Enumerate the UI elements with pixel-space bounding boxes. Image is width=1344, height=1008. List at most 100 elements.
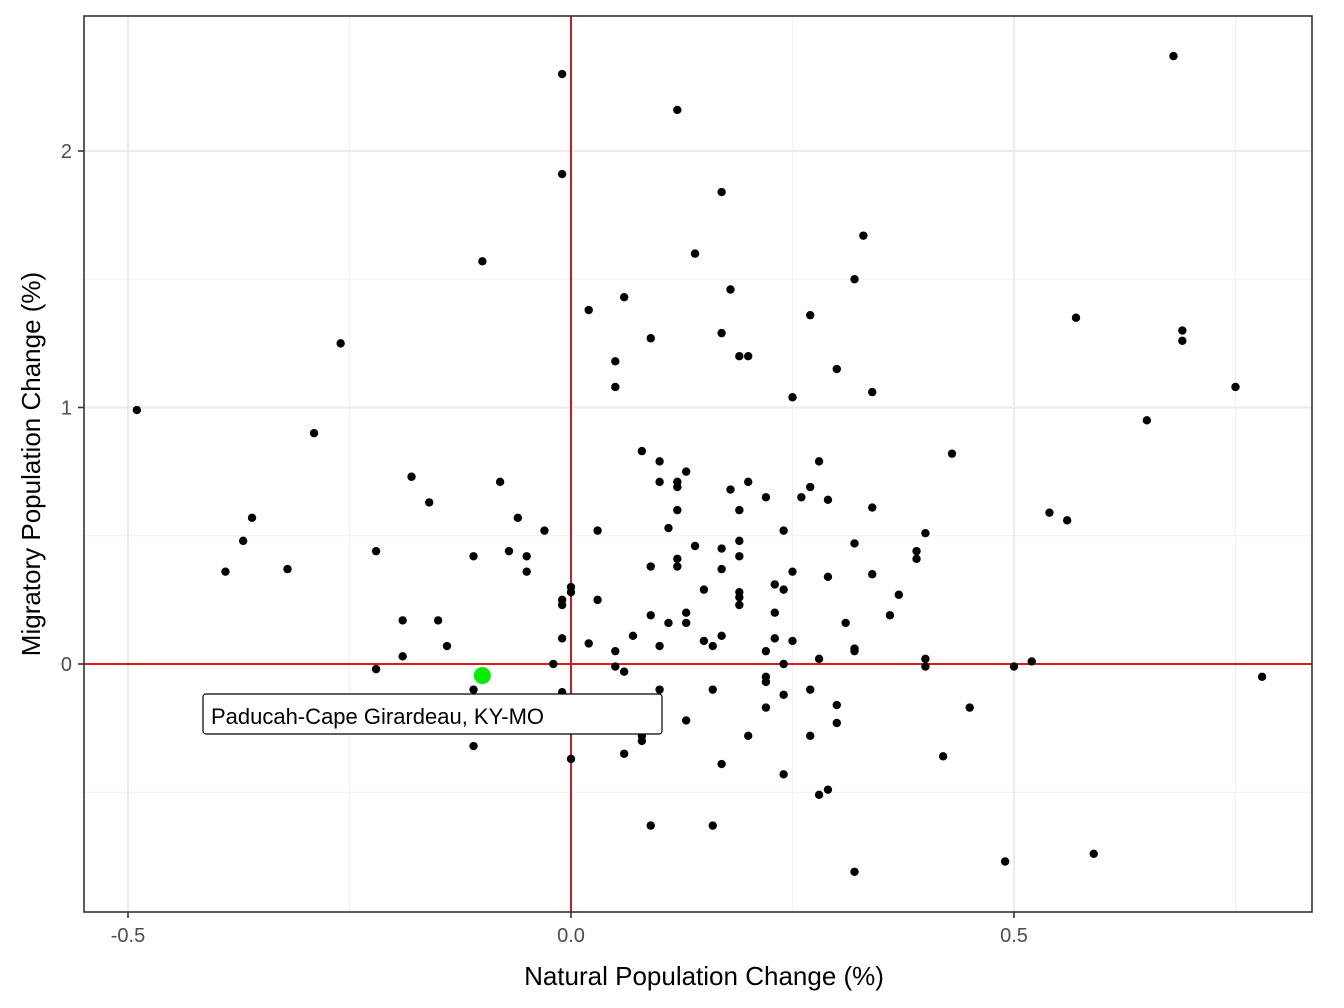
data-point bbox=[1089, 849, 1098, 859]
data-point bbox=[673, 105, 682, 115]
data-point bbox=[779, 659, 788, 669]
data-point bbox=[309, 428, 319, 438]
data-point bbox=[850, 867, 859, 876]
data-point bbox=[425, 498, 434, 507]
data-point bbox=[806, 685, 815, 694]
data-point bbox=[814, 654, 824, 664]
data-point bbox=[247, 513, 257, 522]
highlight-point bbox=[473, 667, 491, 685]
data-point bbox=[238, 536, 248, 546]
data-point bbox=[478, 257, 487, 266]
data-point bbox=[611, 646, 620, 656]
data-point bbox=[841, 618, 850, 628]
data-point bbox=[726, 285, 735, 294]
x-tick-label: -0.5 bbox=[111, 925, 145, 947]
data-point bbox=[628, 631, 638, 640]
data-point bbox=[1231, 382, 1240, 392]
x-tick-label: 0.5 bbox=[1000, 925, 1028, 947]
data-point bbox=[744, 352, 753, 361]
data-point bbox=[735, 536, 744, 546]
data-point bbox=[921, 528, 930, 538]
data-point bbox=[619, 667, 629, 676]
data-point bbox=[673, 505, 682, 515]
data-point bbox=[557, 69, 567, 79]
data-point bbox=[806, 731, 815, 741]
data-point bbox=[646, 821, 655, 830]
data-point bbox=[814, 457, 824, 466]
data-point bbox=[1009, 662, 1019, 671]
data-point bbox=[779, 585, 788, 594]
data-point bbox=[938, 752, 948, 761]
data-point bbox=[584, 305, 593, 315]
data-point bbox=[770, 608, 779, 617]
data-point bbox=[699, 585, 709, 594]
data-point bbox=[655, 685, 664, 694]
data-point bbox=[788, 393, 797, 402]
data-point bbox=[442, 641, 452, 651]
data-points bbox=[132, 51, 1267, 876]
data-point bbox=[619, 749, 629, 758]
data-point bbox=[371, 664, 381, 674]
data-point bbox=[566, 754, 576, 764]
data-point bbox=[407, 472, 416, 481]
data-point bbox=[690, 541, 700, 551]
data-point bbox=[823, 785, 833, 794]
data-point bbox=[717, 187, 726, 197]
data-point bbox=[735, 593, 744, 602]
data-point bbox=[637, 446, 647, 456]
data-point bbox=[894, 590, 904, 599]
data-point bbox=[770, 580, 779, 589]
data-point bbox=[806, 482, 815, 492]
data-point bbox=[744, 731, 753, 741]
data-point bbox=[1178, 336, 1187, 346]
data-point bbox=[584, 639, 593, 648]
data-point bbox=[673, 554, 682, 564]
data-point bbox=[557, 600, 567, 610]
data-point bbox=[850, 539, 859, 548]
data-point bbox=[1062, 516, 1072, 525]
data-point bbox=[921, 662, 930, 671]
data-point bbox=[832, 700, 841, 710]
data-point bbox=[717, 544, 726, 553]
y-tick-label: 2 bbox=[61, 141, 72, 163]
data-point bbox=[132, 405, 142, 415]
data-point bbox=[708, 821, 717, 830]
data-point bbox=[646, 562, 655, 571]
data-point bbox=[1027, 657, 1036, 666]
data-point bbox=[823, 495, 833, 505]
panel-border bbox=[83, 15, 1313, 913]
y-tick-label: 0 bbox=[61, 654, 72, 676]
data-point bbox=[850, 646, 859, 656]
data-point bbox=[859, 231, 868, 240]
data-point bbox=[735, 352, 744, 361]
data-point bbox=[619, 293, 629, 302]
data-point bbox=[593, 595, 602, 605]
data-point bbox=[371, 546, 381, 556]
data-point bbox=[336, 339, 345, 348]
data-point bbox=[779, 770, 788, 779]
data-point bbox=[797, 493, 806, 502]
data-point bbox=[912, 546, 921, 556]
data-point bbox=[814, 790, 824, 800]
data-point bbox=[761, 703, 771, 712]
data-point bbox=[717, 564, 726, 574]
data-point bbox=[593, 526, 602, 535]
data-point bbox=[504, 546, 514, 556]
data-point bbox=[646, 611, 655, 620]
data-point bbox=[221, 567, 230, 576]
data-point bbox=[912, 554, 921, 564]
data-point bbox=[868, 387, 877, 397]
data-point bbox=[885, 611, 895, 620]
data-point bbox=[788, 567, 797, 576]
data-point bbox=[717, 631, 726, 640]
data-point bbox=[1000, 857, 1010, 866]
data-point bbox=[433, 616, 443, 625]
data-point bbox=[655, 457, 664, 466]
data-point bbox=[566, 587, 576, 597]
data-point bbox=[744, 477, 753, 487]
callout-box bbox=[202, 693, 663, 735]
data-point bbox=[832, 718, 841, 728]
data-point bbox=[708, 641, 717, 651]
data-point bbox=[779, 690, 788, 699]
